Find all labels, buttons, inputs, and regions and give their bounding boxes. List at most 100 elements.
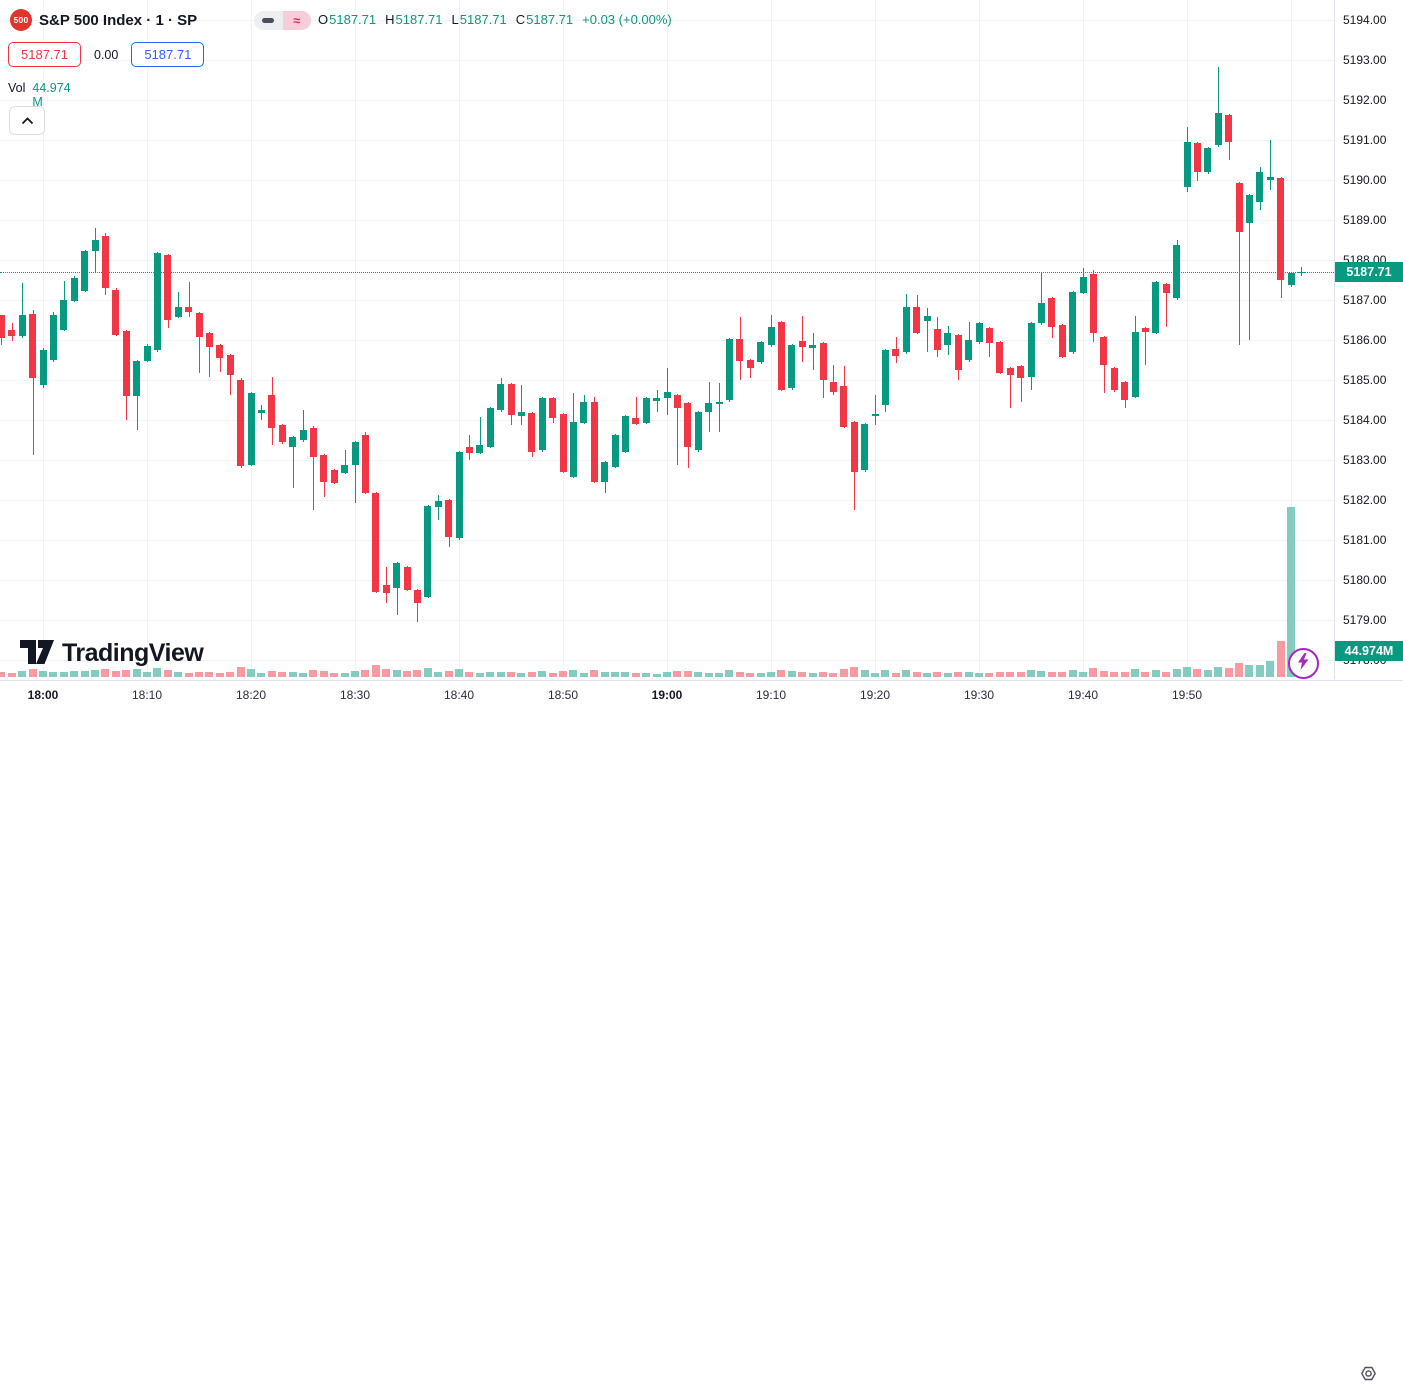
candle-body	[112, 290, 119, 335]
candle-body	[1142, 328, 1149, 332]
time-tick-label: 18:10	[131, 688, 163, 702]
volume-bar	[642, 673, 650, 677]
gridline	[251, 0, 252, 679]
candle-body	[1152, 282, 1159, 333]
gridline	[43, 0, 44, 679]
candle-wick	[813, 332, 814, 370]
low-value: 5187.71	[459, 12, 507, 27]
candle-wick	[802, 316, 803, 362]
candle-body	[820, 342, 827, 380]
volume-bar	[746, 673, 754, 677]
volume-bar	[653, 674, 661, 677]
open-value: 5187.71	[329, 12, 377, 27]
candle-body	[1163, 284, 1170, 293]
time-tick-label: 19:30	[963, 688, 995, 702]
dash-icon	[262, 18, 275, 23]
lightning-bolt-icon	[1297, 652, 1310, 675]
candle-body	[133, 360, 140, 396]
candle-body	[892, 348, 899, 356]
volume-value: 44.974 M	[32, 81, 71, 109]
candle-body	[851, 422, 858, 472]
gridline	[875, 0, 876, 679]
symbol-row[interactable]: 500 S&P 500 Index · 1 · SP	[10, 8, 197, 32]
volume-bar	[1100, 671, 1108, 677]
candle-body	[154, 252, 161, 350]
spread-value: 0.00	[94, 47, 119, 62]
chart-plot[interactable]	[0, 0, 1335, 679]
candle-body	[1184, 142, 1191, 187]
candle-body	[435, 500, 442, 507]
low-label: L	[451, 12, 459, 27]
candle-wick	[1041, 272, 1042, 325]
volume-bar	[351, 671, 359, 677]
time-tick-label: 18:50	[547, 688, 579, 702]
candle-body	[1111, 368, 1118, 390]
collapse-legend-button[interactable]	[9, 106, 45, 135]
candle-body	[331, 470, 338, 483]
axis-settings-button[interactable]	[1356, 1365, 1380, 1387]
candle-body	[882, 350, 889, 405]
candle-wick	[178, 292, 179, 318]
legend-visibility-toggle[interactable]: ≈	[254, 11, 311, 30]
minimize-legend-segment[interactable]	[254, 11, 283, 30]
volume-bar	[881, 670, 889, 677]
volume-bar	[174, 672, 182, 677]
candle-body	[1256, 172, 1263, 202]
volume-bar	[393, 670, 401, 677]
high-label: H	[385, 12, 395, 27]
volume-bar	[538, 671, 546, 677]
symbol-title[interactable]: S&P 500 Index · 1 · SP	[39, 11, 198, 29]
volume-bar	[954, 672, 962, 677]
volume-bar	[1110, 672, 1118, 677]
candle-body	[1236, 182, 1243, 232]
candle-wick	[521, 384, 522, 425]
volume-bar	[663, 672, 671, 677]
volume-bar	[996, 672, 1004, 677]
volume-bar	[1225, 668, 1233, 677]
volume-bar	[1058, 672, 1066, 677]
candle-body	[664, 392, 671, 398]
volume-bar	[445, 671, 453, 677]
flash-order-button[interactable]	[1288, 648, 1319, 679]
volume-bar	[673, 671, 681, 677]
close-value: 5187.71	[526, 12, 574, 27]
volume-bar	[1037, 671, 1045, 677]
approx-values-segment[interactable]: ≈	[282, 11, 311, 30]
volume-bar	[611, 672, 619, 677]
price-axis[interactable]: 5187.71 44.974M 5194.00 5193.00 5192.00 519…	[1335, 0, 1403, 679]
volume-bar	[850, 667, 858, 677]
candle-wick	[22, 282, 23, 338]
candle-body	[164, 254, 171, 320]
candle-body	[216, 344, 223, 358]
candle-body	[778, 322, 785, 390]
candle-body	[809, 344, 816, 348]
volume-bar	[1266, 661, 1274, 677]
sell-button[interactable]: 5187.71	[8, 42, 81, 67]
candle-body	[19, 314, 26, 336]
gear-icon	[1359, 1364, 1378, 1388]
candle-wick	[480, 416, 481, 454]
candle-wick	[199, 312, 200, 373]
ohlc-legend: O 5187.71 H 5187.71 L 5187.71 C 5187.71 +0.0…	[318, 12, 672, 27]
candle-body	[1090, 274, 1097, 333]
volume-bar	[372, 665, 380, 677]
volume-bar	[476, 673, 484, 677]
volume-bar	[205, 672, 213, 677]
candle-body	[1132, 332, 1139, 397]
tradingview-logo-icon	[20, 636, 54, 670]
volume-bar	[569, 670, 577, 677]
volume-bar	[965, 672, 973, 677]
candle-body	[1267, 176, 1274, 180]
candle-wick	[1218, 66, 1219, 147]
candle-body	[986, 328, 993, 343]
time-axis[interactable]: 18:00 18:10 18:20 18:30 18:40 18:50 19:00 19:10…	[0, 680, 1403, 1381]
volume-bar	[49, 672, 57, 677]
time-tick-label: 19:00	[651, 688, 683, 702]
sp500-logo-icon: 500	[10, 9, 32, 31]
volume-bar	[1006, 672, 1014, 677]
candle-body	[622, 416, 629, 452]
volume-bar	[725, 670, 733, 677]
buy-button[interactable]: 5187.71	[131, 42, 205, 67]
volume-bar	[1173, 669, 1181, 677]
candle-body	[372, 492, 379, 592]
